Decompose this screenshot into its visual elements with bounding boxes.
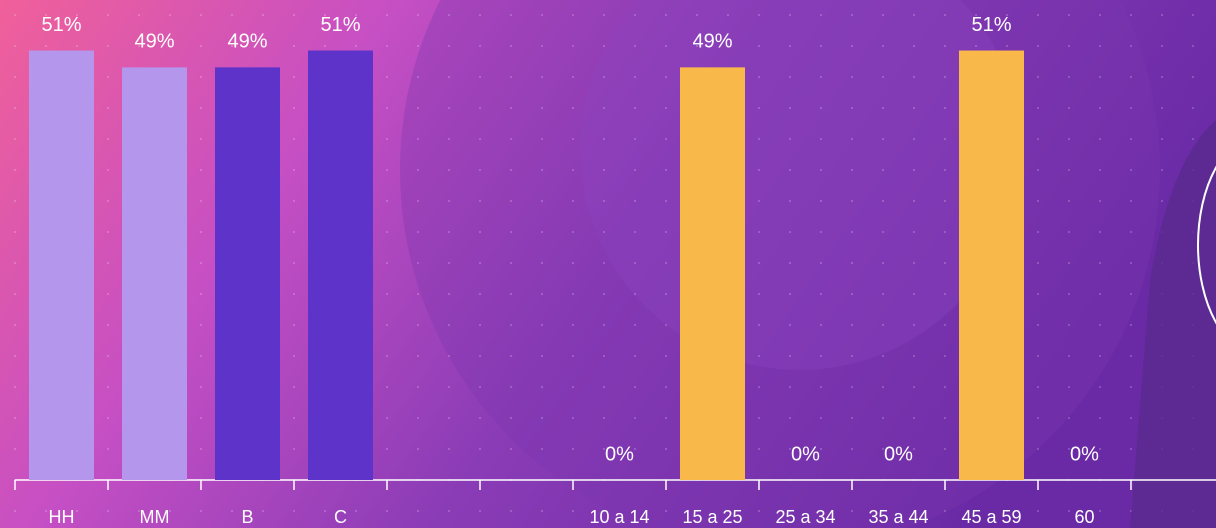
data-label: 49%	[134, 31, 174, 53]
data-label: 49%	[227, 31, 267, 53]
x-tick-label: 45 a 59	[961, 507, 1021, 527]
data-label: 51%	[320, 14, 360, 36]
data-label: 0%	[791, 443, 820, 465]
bar	[122, 67, 187, 481]
bar	[215, 67, 280, 481]
data-label: 51%	[971, 14, 1011, 36]
x-tick-label: 25 a 34	[775, 507, 835, 527]
bar	[308, 50, 373, 481]
circle-outline	[1197, 165, 1216, 325]
data-label: 0%	[1070, 443, 1099, 465]
data-label: 49%	[692, 31, 732, 53]
data-label: 0%	[884, 443, 913, 465]
x-tick-label: 35 a 44	[868, 507, 928, 527]
chart: HH 51% MM 49% B 49% C 51% 10 a 14 0% 15 a 25 49% 25 …	[14, 14, 1216, 527]
bar	[29, 50, 94, 481]
x-tick-label: 10 a 14	[589, 507, 649, 527]
bar	[959, 50, 1024, 481]
x-tick-label: 15 a 25	[682, 507, 742, 527]
x-tick-label: MM	[140, 507, 170, 527]
x-tick-label: C	[334, 507, 347, 527]
data-label: 51%	[41, 14, 81, 36]
x-tick-label: 60	[1074, 507, 1094, 527]
photo	[1130, 120, 1216, 528]
data-label: 0%	[605, 443, 634, 465]
x-tick-label: HH	[49, 507, 75, 527]
bar	[680, 67, 745, 481]
x-tick-label: B	[241, 507, 253, 527]
